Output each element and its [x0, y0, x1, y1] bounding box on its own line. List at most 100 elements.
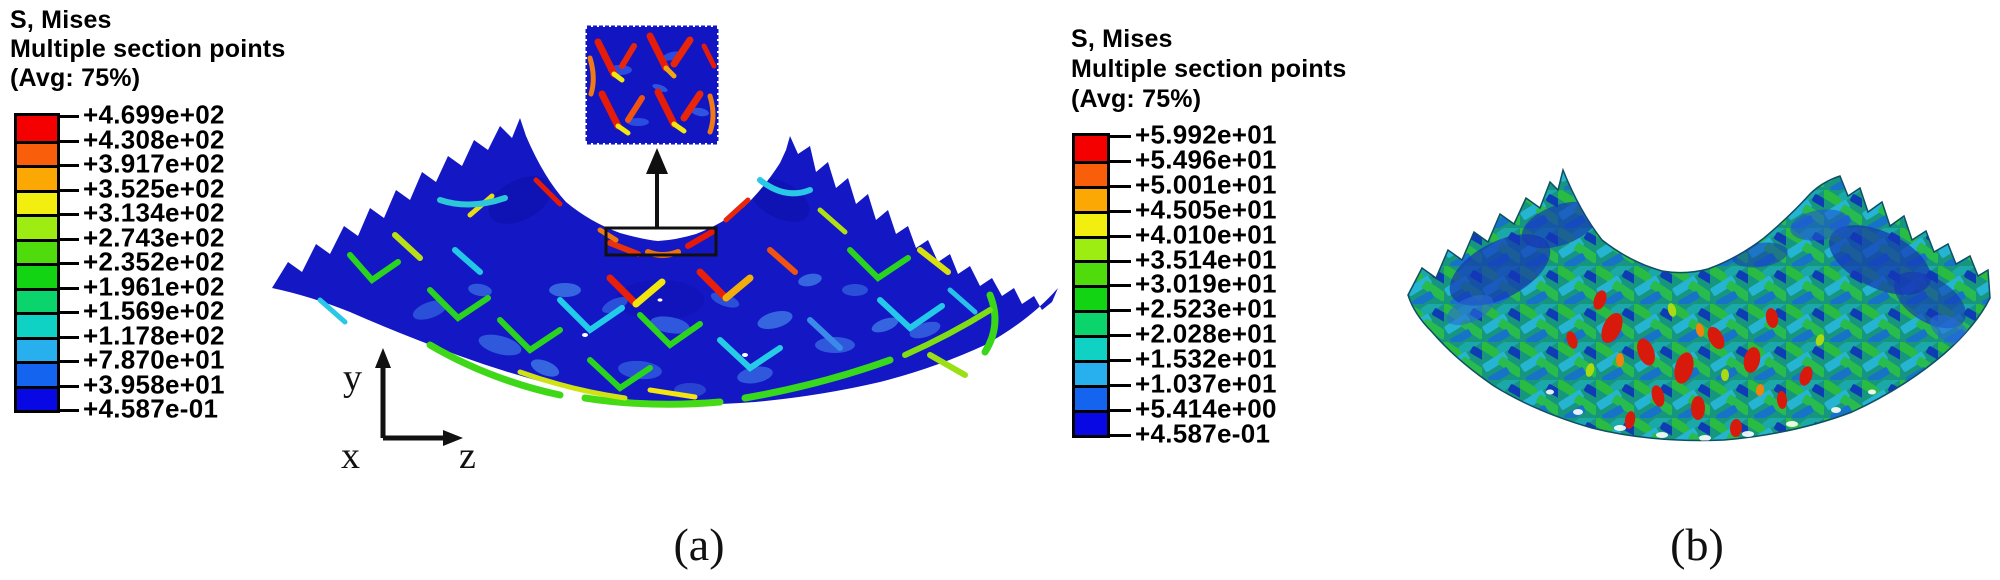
legend-color-band: [1075, 136, 1107, 161]
legend-value-label: +1.037e+01: [1135, 368, 1277, 399]
legend-color-band: [17, 238, 57, 263]
legend-value-label: +4.587e-01: [1135, 418, 1271, 449]
inset-arrow: [646, 148, 668, 228]
stress-legend-a: S, Mises Multiple section points (Avg: 7…: [10, 6, 286, 423]
stent-mesh-a: [272, 25, 1058, 408]
legend-value-label: +4.587e-01: [83, 393, 219, 424]
legend-tick: [1110, 159, 1131, 163]
axis-y-arrow: [375, 348, 391, 438]
axis-z-arrow: [383, 430, 463, 446]
legend-a-title-line1: S, Mises: [10, 6, 112, 34]
axis-y-label: y: [343, 357, 362, 399]
legend-tick: [1110, 309, 1131, 313]
legend-value-label: +3.514e+01: [1135, 243, 1277, 274]
legend-value-label: +7.870e+01: [83, 344, 225, 375]
legend-color-band: [17, 140, 57, 165]
legend-tick: [60, 164, 79, 167]
legend-color-band: [17, 263, 57, 288]
legend-value-label: +3.019e+01: [1135, 268, 1277, 299]
legend-value-label: +1.178e+02: [83, 319, 225, 350]
legend-a-title-line2: Multiple section points: [10, 35, 286, 63]
color-scale-a: +4.699e+02 +4.308e+02 +3.917e+02 +3.525e+02…: [14, 99, 274, 423]
legend-color-band: [1075, 210, 1107, 236]
legend-tick: [1110, 135, 1131, 138]
color-scale-b: +5.992e+01 +5.496e+01 +5.001e+01 +4.505e+01…: [1072, 119, 1332, 448]
legend-color-band: [17, 336, 57, 361]
axis-x-label: x: [341, 435, 360, 477]
axis-triad: y x z: [341, 348, 476, 477]
color-bar-a: [14, 113, 60, 413]
caption-b: (b): [1670, 519, 1724, 570]
stent-mesh-b: [1407, 167, 1991, 442]
axis-z-label: z: [459, 435, 476, 477]
legend-tick: [1110, 184, 1131, 188]
mesh-b-stress-patches: [1446, 201, 1970, 441]
legend-color-band: [1075, 185, 1107, 211]
legend-value-label: +1.961e+02: [83, 270, 225, 301]
legend-color-band: [17, 385, 57, 410]
legend-tick: [60, 360, 79, 363]
legend-color-band: [17, 116, 57, 141]
legend-color-band: [1075, 260, 1107, 286]
legend-tick: [1110, 234, 1131, 238]
legend-value-label: +5.992e+01: [1135, 119, 1277, 150]
legend-color-band: [17, 361, 57, 386]
legend-value-label: +2.352e+02: [83, 246, 225, 277]
legend-value-label: +3.917e+02: [83, 148, 225, 179]
stress-legend-b: S, Mises Multiple section points (Avg: 7…: [1071, 24, 1347, 448]
legend-value-label: +4.010e+01: [1135, 218, 1277, 249]
legend-value-label: +5.001e+01: [1135, 169, 1277, 200]
legend-b-title-line2: Multiple section points: [1071, 55, 1347, 83]
legend-color-band: [17, 165, 57, 190]
legend-tick: [60, 311, 79, 314]
legend-tick: [60, 409, 79, 412]
legend-tick: [1110, 334, 1131, 338]
legend-color-band: [17, 214, 57, 239]
legend-color-band: [17, 189, 57, 214]
legend-a-title-line3: (Avg: 75%): [10, 64, 141, 92]
legend-tick: [60, 188, 79, 192]
saddle-body-a: [272, 118, 1058, 405]
legend-value-label: +4.308e+02: [83, 123, 225, 154]
legend-value-label: +3.134e+02: [83, 197, 225, 228]
inset-detail: [585, 25, 719, 145]
legend-value-label: +3.525e+02: [83, 172, 225, 203]
legend-color-band: [1075, 235, 1107, 261]
legend-tick: [60, 115, 79, 118]
legend-color-band: [1075, 160, 1107, 186]
legend-tick: [1110, 433, 1131, 437]
legend-color-band: [17, 287, 57, 312]
legend-value-label: +2.523e+01: [1135, 293, 1277, 324]
legend-b-title-line1: S, Mises: [1071, 25, 1173, 53]
legend-tick: [60, 335, 79, 339]
legend-tick: [60, 384, 79, 388]
legend-color-band: [1075, 360, 1107, 385]
legend-tick: [1110, 284, 1131, 288]
legend-value-label: +3.958e+01: [83, 368, 225, 399]
legend-value-label: +1.569e+02: [83, 295, 225, 326]
legend-color-band: [1075, 384, 1107, 410]
legend-color-band: [1075, 285, 1107, 311]
legend-color-band: [1075, 335, 1107, 361]
legend-value-label: +5.414e+00: [1135, 393, 1277, 424]
legend-tick: [60, 139, 79, 143]
legend-value-label: +4.505e+01: [1135, 193, 1277, 224]
roi-rectangle: [604, 226, 718, 257]
legend-tick: [1110, 384, 1131, 387]
legend-tick: [1110, 408, 1131, 412]
legend-tick: [1110, 359, 1131, 363]
legend-tick: [1110, 259, 1131, 263]
legend-tick: [1110, 209, 1131, 213]
legend-color-band: [1075, 310, 1107, 336]
mesh-a-shading-patches: [412, 176, 941, 397]
legend-value-label: +1.532e+01: [1135, 343, 1277, 374]
legend-value-label: +2.028e+01: [1135, 318, 1277, 349]
legend-value-label: +2.743e+02: [83, 221, 225, 252]
legend-value-label: +4.699e+02: [83, 99, 225, 130]
legend-color-band: [17, 312, 57, 337]
color-bar-b: [1072, 133, 1110, 438]
legend-value-label: +5.496e+01: [1135, 144, 1277, 175]
legend-color-band: [1075, 409, 1107, 435]
legend-tick: [60, 262, 79, 265]
